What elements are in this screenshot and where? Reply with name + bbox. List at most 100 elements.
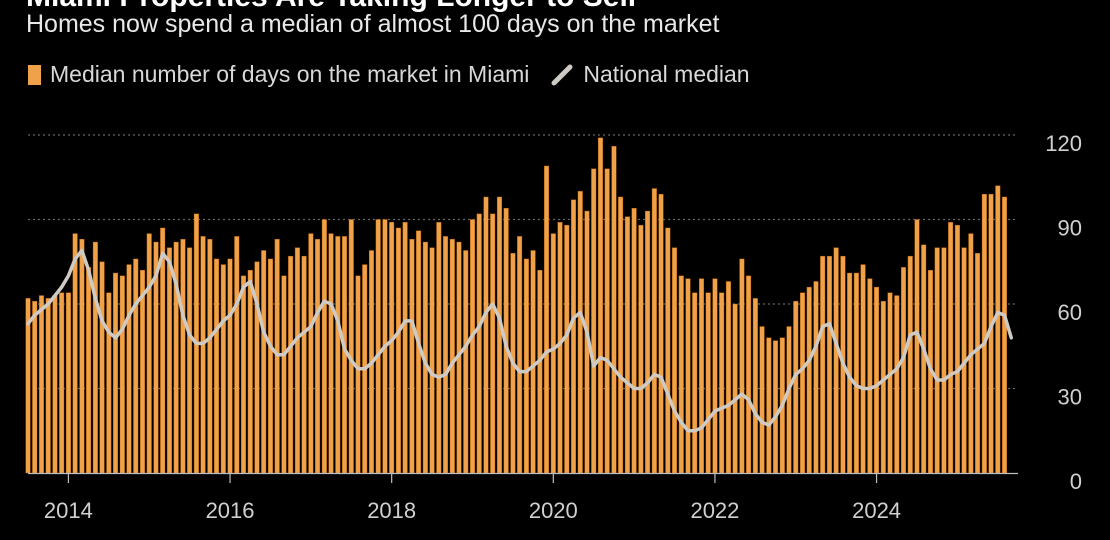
bar <box>523 258 529 474</box>
bar <box>860 264 866 474</box>
bar <box>651 188 657 474</box>
bar <box>597 137 603 474</box>
legend: Median number of days on the market in M… <box>28 61 770 88</box>
bar <box>746 275 752 474</box>
bar <box>530 250 536 474</box>
bar <box>604 168 610 474</box>
bar <box>1002 196 1008 474</box>
bar <box>624 216 630 474</box>
bar <box>52 295 58 474</box>
bar <box>948 222 954 474</box>
bar <box>773 340 779 474</box>
bar <box>288 255 294 474</box>
bar <box>496 196 502 474</box>
bar <box>880 300 886 474</box>
bar <box>786 326 792 474</box>
x-tick-label: 2018 <box>367 498 416 523</box>
bar <box>537 270 543 474</box>
bar <box>954 224 960 474</box>
bar <box>180 239 186 474</box>
bar <box>476 213 482 474</box>
bar <box>894 295 900 474</box>
legend-item-national: National median <box>549 61 750 88</box>
legend-item-miami: Median number of days on the market in M… <box>28 61 529 88</box>
bar <box>678 275 684 474</box>
bar <box>200 236 206 474</box>
bar <box>139 270 145 474</box>
x-tick-label: 2014 <box>44 498 93 523</box>
bar <box>631 208 637 474</box>
bar <box>32 300 38 474</box>
bar <box>483 196 489 474</box>
bar <box>692 292 698 474</box>
legend-label-national: National median <box>583 61 750 87</box>
bar <box>92 241 98 474</box>
bar <box>436 222 442 474</box>
bar <box>389 222 395 474</box>
bar <box>38 295 44 474</box>
bar <box>719 292 725 474</box>
bar <box>867 278 873 474</box>
chart-subtitle: Homes now spend a median of almost 100 d… <box>26 10 720 38</box>
bar <box>564 224 570 474</box>
bar <box>79 239 85 474</box>
bar <box>571 199 576 474</box>
bar <box>672 247 678 474</box>
bar <box>86 267 92 474</box>
bar <box>914 219 920 474</box>
x-tick-label: 2024 <box>852 498 901 523</box>
bar <box>166 247 172 474</box>
bar <box>705 292 711 474</box>
bar <box>759 326 765 474</box>
bar <box>429 247 435 474</box>
bar <box>294 247 300 474</box>
bar <box>241 275 247 474</box>
bar <box>315 239 321 474</box>
y-tick-label: 60 <box>1058 300 1082 325</box>
bar <box>375 219 381 474</box>
bar <box>638 224 644 474</box>
bar <box>463 250 469 474</box>
bar <box>800 292 805 474</box>
bar <box>874 286 880 474</box>
bar <box>658 193 664 474</box>
bar <box>348 219 354 474</box>
bar <box>402 222 408 474</box>
bar <box>301 255 307 474</box>
bar <box>355 275 361 474</box>
bar <box>207 239 213 474</box>
bar <box>187 247 193 474</box>
bar <box>470 219 475 474</box>
y-tick-label: 120 <box>1045 131 1082 156</box>
y-tick-label: 0 <box>1070 469 1082 494</box>
bar <box>981 193 987 474</box>
bar <box>119 275 125 474</box>
y-tick-label: 30 <box>1058 385 1082 410</box>
bar <box>901 267 906 474</box>
y-tick-label: 90 <box>1058 216 1082 241</box>
bar <box>995 185 1001 474</box>
bar <box>975 253 981 474</box>
bar <box>517 236 523 474</box>
bar <box>934 247 940 474</box>
bar <box>887 292 893 474</box>
bar <box>793 300 799 474</box>
bar <box>820 255 826 474</box>
chart-title: Miami Properties Are Taking Longer to Se… <box>26 0 636 14</box>
bar <box>65 292 71 474</box>
bar <box>766 337 772 474</box>
bar <box>214 258 220 474</box>
bar <box>725 281 731 474</box>
bar <box>739 258 745 474</box>
bar <box>72 233 78 474</box>
bar <box>550 233 556 474</box>
bar <box>113 272 119 474</box>
bar <box>133 258 139 474</box>
bar <box>261 250 267 474</box>
bar <box>409 239 415 474</box>
series-line-national <box>26 248 1014 433</box>
bar <box>685 278 691 474</box>
bar <box>126 264 132 474</box>
bar <box>806 286 812 474</box>
